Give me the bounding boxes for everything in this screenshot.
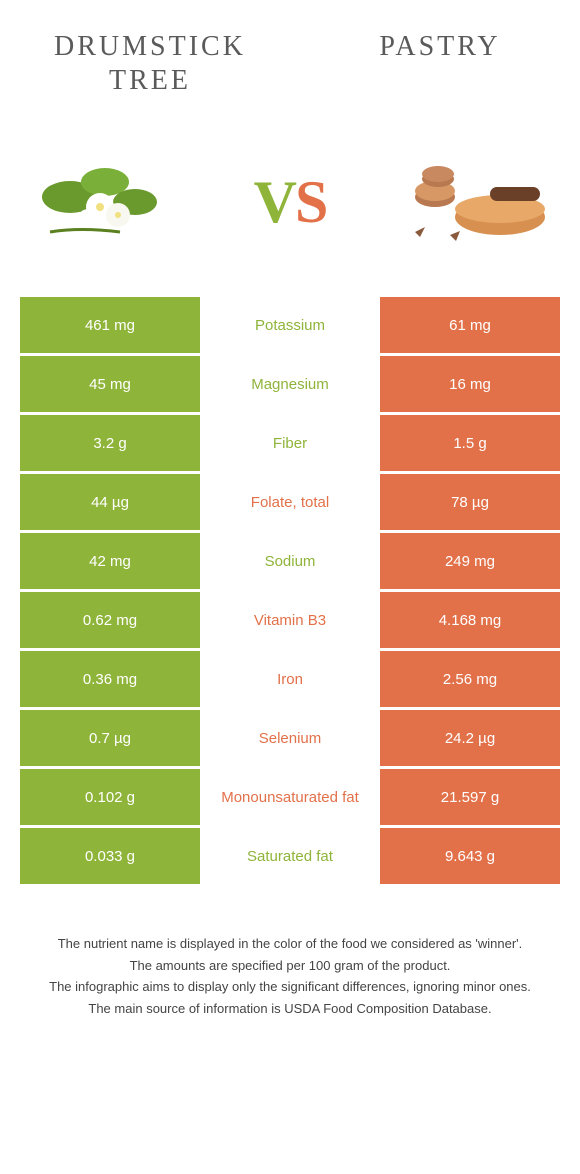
drumstick-tree-image [30, 147, 190, 257]
value-left: 42 mg [20, 533, 200, 589]
table-row: 42 mgSodium249 mg [20, 533, 560, 589]
nutrient-label: Folate, total [200, 474, 380, 530]
value-right: 78 µg [380, 474, 560, 530]
images-row: VS [0, 107, 580, 297]
value-left: 44 µg [20, 474, 200, 530]
nutrient-label: Magnesium [200, 356, 380, 412]
value-right: 4.168 mg [380, 592, 560, 648]
nutrient-label: Selenium [200, 710, 380, 766]
vs-v: V [254, 169, 295, 235]
title-right: Pastry [350, 30, 530, 97]
table-row: 3.2 gFiber1.5 g [20, 415, 560, 471]
nutrient-label: Iron [200, 651, 380, 707]
nutrient-label: Saturated fat [200, 828, 380, 884]
value-left: 0.7 µg [20, 710, 200, 766]
value-left: 0.102 g [20, 769, 200, 825]
value-left: 0.033 g [20, 828, 200, 884]
nutrient-label: Monounsaturated fat [200, 769, 380, 825]
value-right: 24.2 µg [380, 710, 560, 766]
header: Drumstick tree Pastry [0, 0, 580, 107]
value-right: 249 mg [380, 533, 560, 589]
value-right: 61 mg [380, 297, 560, 353]
table-row: 44 µgFolate, total78 µg [20, 474, 560, 530]
nutrient-label: Sodium [200, 533, 380, 589]
vs-label: VS [254, 168, 327, 237]
pastry-image [390, 147, 550, 257]
vs-s: S [295, 169, 326, 235]
footer-line-4: The main source of information is USDA F… [40, 999, 540, 1019]
value-right: 2.56 mg [380, 651, 560, 707]
footer-notes: The nutrient name is displayed in the co… [40, 934, 540, 1018]
title-left: Drumstick tree [50, 30, 250, 97]
table-row: 0.7 µgSelenium24.2 µg [20, 710, 560, 766]
value-left: 3.2 g [20, 415, 200, 471]
value-right: 9.643 g [380, 828, 560, 884]
nutrient-label: Potassium [200, 297, 380, 353]
table-row: 0.36 mgIron2.56 mg [20, 651, 560, 707]
table-row: 45 mgMagnesium16 mg [20, 356, 560, 412]
table-row: 0.62 mgVitamin B34.168 mg [20, 592, 560, 648]
table-row: 0.033 gSaturated fat9.643 g [20, 828, 560, 884]
value-left: 45 mg [20, 356, 200, 412]
nutrient-label: Vitamin B3 [200, 592, 380, 648]
comparison-table: 461 mgPotassium61 mg45 mgMagnesium16 mg3… [20, 297, 560, 884]
value-left: 0.36 mg [20, 651, 200, 707]
value-left: 0.62 mg [20, 592, 200, 648]
value-right: 16 mg [380, 356, 560, 412]
table-row: 461 mgPotassium61 mg [20, 297, 560, 353]
value-right: 21.597 g [380, 769, 560, 825]
table-row: 0.102 gMonounsaturated fat21.597 g [20, 769, 560, 825]
value-right: 1.5 g [380, 415, 560, 471]
footer-line-2: The amounts are specified per 100 gram o… [40, 956, 540, 976]
footer-line-1: The nutrient name is displayed in the co… [40, 934, 540, 954]
footer-line-3: The infographic aims to display only the… [40, 977, 540, 997]
value-left: 461 mg [20, 297, 200, 353]
nutrient-label: Fiber [200, 415, 380, 471]
